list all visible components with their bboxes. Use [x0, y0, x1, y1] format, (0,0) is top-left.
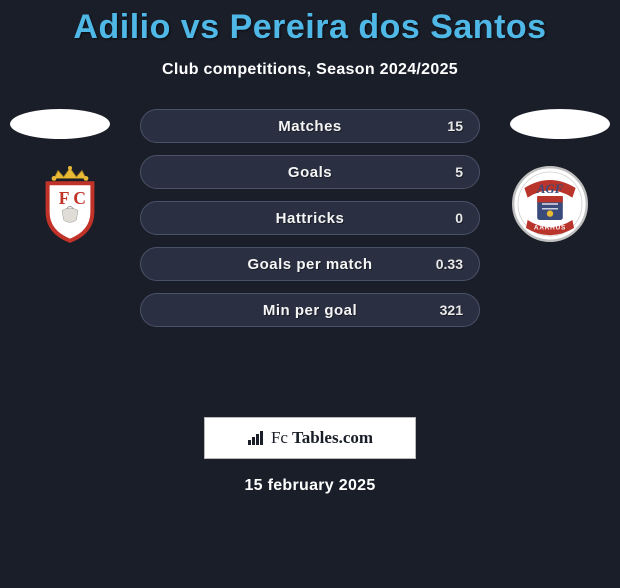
- stat-value: 5: [455, 164, 463, 180]
- source-logo: FcTables.com: [204, 417, 416, 459]
- club-badge-left: F C: [20, 164, 120, 244]
- stat-label: Hattricks: [159, 210, 461, 227]
- svg-text:F: F: [59, 188, 70, 208]
- stat-value: 0.33: [436, 256, 463, 272]
- stat-label: Goals: [159, 164, 461, 181]
- comparison-panel: F C AGF AARHUS Matches 15: [0, 109, 620, 409]
- page-title: Adilio vs Pereira dos Santos: [0, 8, 620, 47]
- svg-text:AARHUS: AARHUS: [534, 225, 566, 232]
- stat-row-min-per-goal: Min per goal 321: [140, 293, 480, 327]
- stat-value: 15: [447, 118, 463, 134]
- logo-suffix: Tables.com: [292, 428, 373, 448]
- stat-label: Min per goal: [159, 302, 461, 319]
- stat-row-matches: Matches 15: [140, 109, 480, 143]
- stat-value: 321: [440, 302, 463, 318]
- stat-row-hattricks: Hattricks 0: [140, 201, 480, 235]
- svg-text:AGF: AGF: [536, 182, 564, 196]
- svg-text:C: C: [73, 188, 86, 208]
- bars-icon: [247, 430, 267, 446]
- logo-prefix: Fc: [271, 428, 288, 448]
- logo-text: FcTables.com: [247, 428, 373, 448]
- stat-label: Goals per match: [159, 256, 461, 273]
- subtitle: Club competitions, Season 2024/2025: [0, 61, 620, 79]
- club-badge-right: AGF AARHUS: [500, 164, 600, 244]
- stats-list: Matches 15 Goals 5 Hattricks 0 Goals per…: [140, 109, 480, 339]
- match-date: 15 february 2025: [0, 477, 620, 495]
- player-photo-right: [510, 109, 610, 139]
- stat-row-goals-per-match: Goals per match 0.33: [140, 247, 480, 281]
- stat-value: 0: [455, 210, 463, 226]
- player-photo-left: [10, 109, 110, 139]
- stat-label: Matches: [159, 118, 461, 135]
- stat-row-goals: Goals 5: [140, 155, 480, 189]
